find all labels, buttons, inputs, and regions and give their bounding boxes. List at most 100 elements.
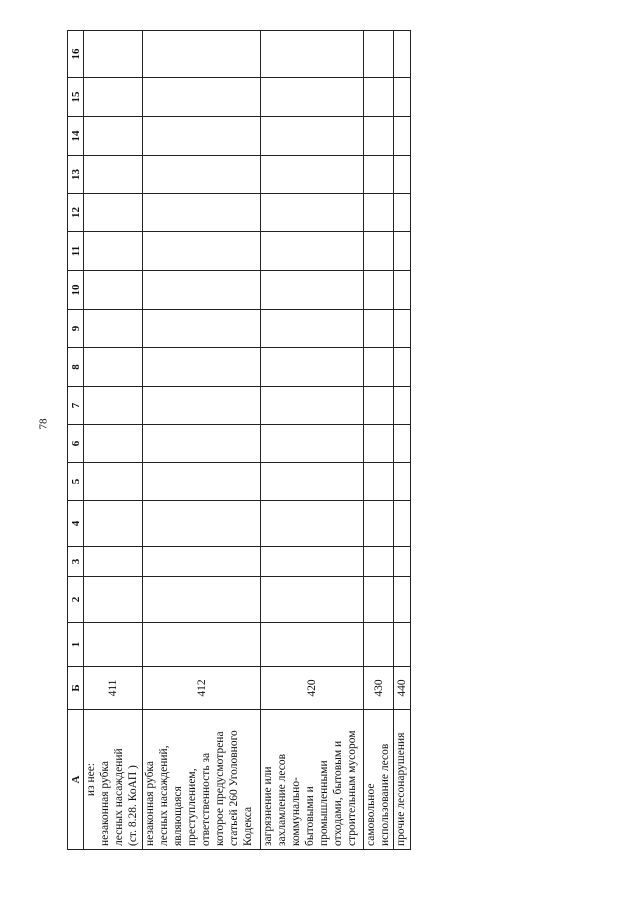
empty-cell <box>142 155 261 194</box>
empty-cell <box>260 347 364 387</box>
column-header: Б <box>67 666 84 710</box>
column-header: А <box>67 709 84 850</box>
description-line: прочие лесонарушения <box>395 732 407 846</box>
empty-cell <box>393 462 411 501</box>
page-number: 78 <box>37 418 50 430</box>
column-header: 16 <box>67 30 84 78</box>
empty-cell <box>393 500 411 547</box>
empty-cell <box>363 77 394 117</box>
row-description: загрязнение или захламление лесов коммунал… <box>260 709 364 850</box>
empty-cell <box>142 546 261 577</box>
empty-cell <box>83 309 143 348</box>
column-header: 13 <box>67 155 84 194</box>
description-line: бытовыми и <box>304 786 316 846</box>
empty-cell <box>83 500 143 547</box>
table-row: незаконная рубка лесных насаждений, являющ… <box>142 30 261 850</box>
empty-cell <box>83 193 143 232</box>
empty-cell <box>260 309 364 348</box>
empty-cell <box>83 546 143 577</box>
empty-cell <box>142 116 261 156</box>
empty-cell <box>142 424 261 463</box>
empty-cell <box>260 116 364 156</box>
column-header: 3 <box>67 546 84 577</box>
empty-cell <box>363 155 394 194</box>
description-line: захламление лесов <box>276 753 288 846</box>
empty-cell <box>393 424 411 463</box>
row-description: незаконная рубка лесных насаждений, являющ… <box>142 709 261 850</box>
empty-cell <box>363 500 394 547</box>
empty-cell <box>83 270 143 310</box>
description-line: являющаяся <box>172 786 184 846</box>
empty-cell <box>260 462 364 501</box>
row-description: из нее: незаконная рубка лесных насаждений… <box>83 709 143 850</box>
description-line: коммунально- <box>290 777 302 846</box>
column-header: 5 <box>67 462 84 501</box>
empty-cell <box>363 116 394 156</box>
empty-cell <box>393 193 411 232</box>
column-header: 1 <box>67 622 84 667</box>
empty-cell <box>142 231 261 271</box>
empty-cell <box>83 576 143 623</box>
description-line: загрязнение или <box>262 766 274 846</box>
description-line: лесных насаждений <box>113 748 125 846</box>
row-description: самовольное использование лесов <box>363 709 394 850</box>
column-header: 2 <box>67 576 84 623</box>
empty-cell <box>393 77 411 117</box>
rotated-table-container: А Б 1 2 3 4 5 6 7 8 9 10 11 12 13 14 15 16 из нее: незакон… <box>67 30 411 850</box>
empty-cell <box>260 193 364 232</box>
column-header: 8 <box>67 347 84 387</box>
empty-cell <box>363 30 394 78</box>
column-header: 10 <box>67 270 84 310</box>
empty-cell <box>393 270 411 310</box>
empty-cell <box>142 386 261 425</box>
empty-cell <box>363 462 394 501</box>
empty-cell <box>142 77 261 117</box>
description-line: самовольное <box>365 783 377 846</box>
description-line: отходами, бытовым и <box>332 740 344 846</box>
empty-cell <box>260 622 364 667</box>
empty-cell <box>83 462 143 501</box>
column-header: 15 <box>67 77 84 117</box>
empty-cell <box>363 309 394 348</box>
description-line: использование лесов <box>379 743 391 846</box>
empty-cell <box>363 622 394 667</box>
empty-cell <box>142 500 261 547</box>
description-line: ответственность за <box>200 752 212 846</box>
empty-cell <box>142 347 261 387</box>
description-line: преступлением, <box>186 768 198 846</box>
empty-cell <box>260 386 364 425</box>
description-line: статьей 260 Уголовного <box>228 730 240 846</box>
table-row: загрязнение или захламление лесов коммунал… <box>260 30 364 850</box>
description-line: Кодекса <box>242 806 254 846</box>
empty-cell <box>393 155 411 194</box>
empty-cell <box>363 546 394 577</box>
table-row: из нее: незаконная рубка лесных насаждений… <box>83 30 143 850</box>
empty-cell <box>260 77 364 117</box>
empty-cell <box>363 386 394 425</box>
description-line: (ст. 8.28. КоАП ) <box>127 765 139 846</box>
empty-cell <box>393 30 411 78</box>
empty-cell <box>393 309 411 348</box>
description-line: незаконная рубка <box>144 761 156 846</box>
empty-cell <box>83 155 143 194</box>
row-code: 411 <box>83 666 143 710</box>
row-code: 440 <box>393 666 411 710</box>
empty-cell <box>83 116 143 156</box>
empty-cell <box>393 622 411 667</box>
empty-cell <box>83 347 143 387</box>
column-header: 14 <box>67 116 84 156</box>
empty-cell <box>363 270 394 310</box>
empty-cell <box>142 309 261 348</box>
table-row: самовольное использование лесов 430 <box>363 30 394 850</box>
empty-cell <box>260 424 364 463</box>
column-header: 11 <box>67 231 84 271</box>
empty-cell <box>83 622 143 667</box>
empty-cell <box>363 231 394 271</box>
empty-cell <box>142 622 261 667</box>
empty-cell <box>83 30 143 78</box>
empty-cell <box>142 462 261 501</box>
description-line: лесных насаждений, <box>158 745 170 846</box>
row-description: прочие лесонарушения <box>393 709 411 850</box>
empty-cell <box>142 193 261 232</box>
column-header: 7 <box>67 386 84 425</box>
